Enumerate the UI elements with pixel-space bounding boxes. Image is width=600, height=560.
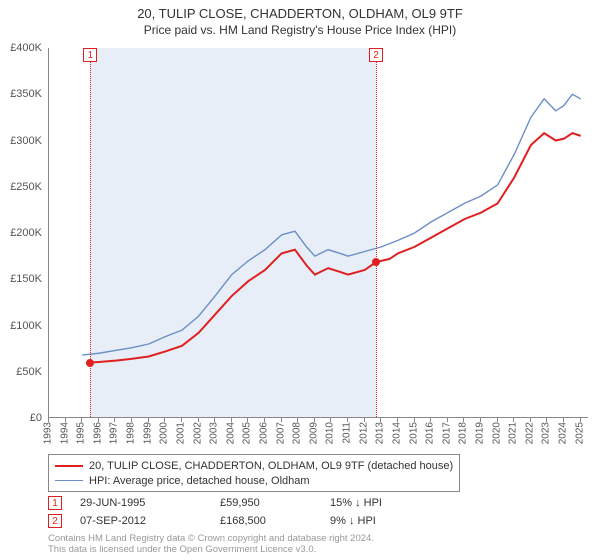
footer-attribution: Contains HM Land Registry data © Crown c… xyxy=(48,534,374,556)
transaction-badge: 1 xyxy=(48,496,62,510)
legend-label: HPI: Average price, detached house, Oldh… xyxy=(89,475,310,487)
x-axis-label: 1997 xyxy=(109,422,120,444)
x-axis-label: 2019 xyxy=(475,422,486,444)
transaction-delta: 9% ↓ HPI xyxy=(330,515,376,527)
x-axis-label: 2018 xyxy=(458,422,469,444)
legend-swatch xyxy=(55,480,83,481)
x-axis-label: 2024 xyxy=(558,422,569,444)
y-axis-label: £400K xyxy=(0,42,42,54)
x-axis-label: 2002 xyxy=(192,422,203,444)
chart-plot-area: 12 £0£50K£100K£150K£200K£250K£300K£350K£… xyxy=(48,48,588,418)
legend-box: 20, TULIP CLOSE, CHADDERTON, OLDHAM, OL9… xyxy=(48,454,460,492)
x-axis-label: 2022 xyxy=(524,422,535,444)
x-axis-label: 2020 xyxy=(491,422,502,444)
legend-label: 20, TULIP CLOSE, CHADDERTON, OLDHAM, OL9… xyxy=(89,460,453,472)
transactions-table: 1 29-JUN-1995£59,95015% ↓ HPI 2 07-SEP-2012… xyxy=(48,494,382,530)
x-axis-label: 2005 xyxy=(242,422,253,444)
x-axis-label: 2009 xyxy=(308,422,319,444)
transaction-row: 2 07-SEP-2012£168,5009% ↓ HPI xyxy=(48,512,382,530)
chart-container: 20, TULIP CLOSE, CHADDERTON, OLDHAM, OL9… xyxy=(0,0,600,560)
line-layer xyxy=(49,48,589,418)
x-axis-label: 2023 xyxy=(541,422,552,444)
legend-item: HPI: Average price, detached house, Oldh… xyxy=(55,473,453,488)
x-axis-label: 2016 xyxy=(425,422,436,444)
sale-marker-badge: 1 xyxy=(83,48,97,62)
footer-line-2: This data is licensed under the Open Gov… xyxy=(48,545,374,556)
transaction-badge: 2 xyxy=(48,514,62,528)
chart-title-main: 20, TULIP CLOSE, CHADDERTON, OLDHAM, OL9… xyxy=(0,6,600,21)
y-axis-label: £350K xyxy=(0,88,42,100)
x-axis-label: 2010 xyxy=(325,422,336,444)
y-axis-label: £0 xyxy=(0,412,42,424)
x-axis-label: 2021 xyxy=(508,422,519,444)
x-axis-label: 2013 xyxy=(375,422,386,444)
transaction-price: £59,950 xyxy=(220,497,330,509)
x-axis-label: 2000 xyxy=(159,422,170,444)
legend-item: 20, TULIP CLOSE, CHADDERTON, OLDHAM, OL9… xyxy=(55,458,453,473)
series-line xyxy=(82,94,580,355)
x-axis-label: 1996 xyxy=(92,422,103,444)
transaction-date: 07-SEP-2012 xyxy=(80,515,220,527)
x-axis-label: 2001 xyxy=(175,422,186,444)
transaction-date: 29-JUN-1995 xyxy=(80,497,220,509)
y-axis-label: £100K xyxy=(0,320,42,332)
transaction-price: £168,500 xyxy=(220,515,330,527)
y-axis-label: £250K xyxy=(0,181,42,193)
x-axis-label: 2017 xyxy=(441,422,452,444)
x-axis-label: 2012 xyxy=(358,422,369,444)
x-axis-label: 2008 xyxy=(292,422,303,444)
plot-canvas: 12 xyxy=(48,48,588,418)
x-axis-label: 2025 xyxy=(574,422,585,444)
x-axis-label: 2015 xyxy=(408,422,419,444)
sale-point-marker xyxy=(86,359,94,367)
y-axis-label: £200K xyxy=(0,227,42,239)
chart-title-sub: Price paid vs. HM Land Registry's House … xyxy=(0,23,600,37)
y-axis-label: £150K xyxy=(0,273,42,285)
x-axis-label: 1998 xyxy=(126,422,137,444)
sale-marker-badge: 2 xyxy=(369,48,383,62)
x-axis-label: 1993 xyxy=(43,422,54,444)
x-axis-label: 2006 xyxy=(259,422,270,444)
sale-vline xyxy=(376,48,377,417)
x-axis-label: 1995 xyxy=(76,422,87,444)
title-block: 20, TULIP CLOSE, CHADDERTON, OLDHAM, OL9… xyxy=(0,0,600,37)
x-axis-label: 1994 xyxy=(59,422,70,444)
legend-swatch xyxy=(55,465,83,467)
transaction-delta: 15% ↓ HPI xyxy=(330,497,382,509)
x-axis-label: 2003 xyxy=(209,422,220,444)
sale-point-marker xyxy=(372,258,380,266)
y-axis-label: £300K xyxy=(0,135,42,147)
x-axis-label: 2004 xyxy=(225,422,236,444)
x-axis-label: 2014 xyxy=(391,422,402,444)
x-axis-label: 2011 xyxy=(342,422,353,444)
x-axis-label: 2007 xyxy=(275,422,286,444)
transaction-row: 1 29-JUN-1995£59,95015% ↓ HPI xyxy=(48,494,382,512)
y-axis-label: £50K xyxy=(0,366,42,378)
x-axis-label: 1999 xyxy=(142,422,153,444)
